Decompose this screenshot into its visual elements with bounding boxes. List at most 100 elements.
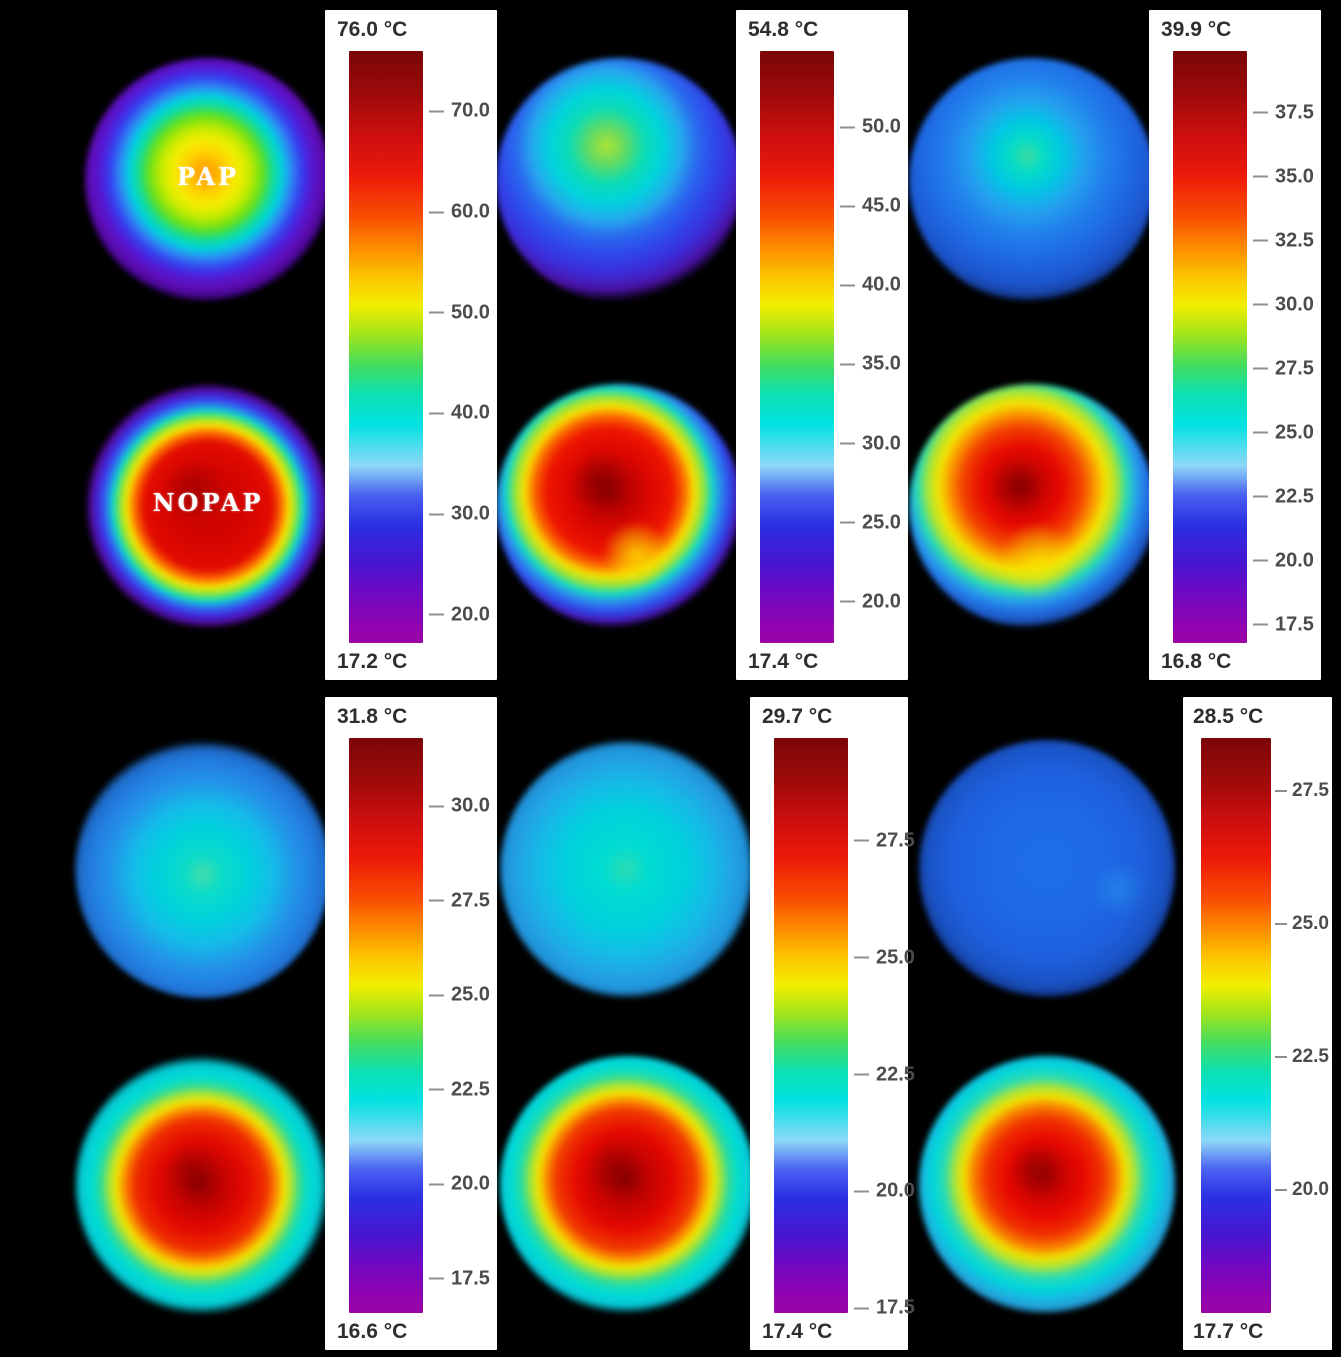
tick-dash [1253, 431, 1268, 434]
tick-dash [429, 805, 444, 808]
thermal-image-top [75, 740, 331, 998]
colorbar-tick: 50.0 [834, 116, 902, 139]
colorbar-tick: 40.0 [423, 402, 491, 425]
max-temperature-label: 28.5 °C [1193, 705, 1264, 728]
thermal-images-column [908, 0, 1155, 686]
min-temperature-label: 17.2 °C [337, 649, 408, 673]
colorbar-ticks: 37.5 35.0 32.5 30.0 27.5 25.0 22.5 20.0 17.5 [1247, 51, 1315, 643]
colorbar-tick: 30.0 [1247, 293, 1315, 316]
colorbar-tick: 25.0 [848, 946, 915, 969]
tick-dash [1253, 559, 1268, 562]
tick-label: 20.0 [876, 1179, 915, 1202]
tick-dash [854, 1307, 869, 1310]
max-temperature-label: 39.9 °C [1161, 18, 1232, 41]
colorbar-card: 76.0 °C 70.0 60.0 50.0 40.0 30.0 20.0 17.2 °C [325, 10, 497, 680]
tick-dash [840, 205, 855, 208]
colorbar-tick: 20.0 [1247, 549, 1315, 572]
tick-dash [1253, 367, 1268, 370]
tick-dash [840, 521, 855, 524]
tick-dash [1253, 175, 1268, 178]
thermal-panel-bottom-left: 31.8 °C 30.0 27.5 25.0 22.5 20.0 17.5 16.6 °C [0, 686, 497, 1357]
tick-dash [840, 442, 855, 445]
thermal-image-bottom [500, 1056, 756, 1314]
colorbar-card: 29.7 °C 27.5 25.0 22.5 20.0 17.5 17.4 °C [750, 697, 915, 1350]
tick-label: 17.5 [876, 1296, 915, 1319]
thermal-images-column [908, 686, 1183, 1357]
colorbar-tick: 22.5 [848, 1063, 915, 1086]
colorbar: 30.0 27.5 25.0 22.5 20.0 17.5 [337, 738, 491, 1313]
tick-dash [1253, 239, 1268, 242]
thermal-panel-bottom-middle: 29.7 °C 27.5 25.0 22.5 20.0 17.5 17.4 °C [497, 686, 915, 1357]
thermal-gradient [75, 740, 331, 998]
thermal-gradient [909, 384, 1155, 628]
tick-dash [1275, 923, 1287, 926]
max-temperature-label: 29.7 °C [762, 705, 833, 728]
tick-label: 22.5 [451, 1078, 490, 1101]
colorbar-tick: 25.0 [1247, 421, 1315, 444]
tick-label: 20.0 [1275, 549, 1314, 572]
tick-label: 32.5 [1275, 229, 1314, 252]
tick-label: 35.0 [1275, 165, 1314, 188]
tick-dash [429, 994, 444, 997]
tick-label: 27.5 [876, 829, 915, 852]
tick-dash [840, 284, 855, 287]
min-temperature-label: 17.4 °C [748, 649, 819, 673]
colorbar-card: 28.5 °C 27.5 25.0 22.5 20.0 17.7 °C [1183, 697, 1332, 1350]
tick-dash [429, 613, 444, 616]
tick-label: 22.5 [1292, 1046, 1329, 1068]
tick-label: 30.0 [451, 794, 490, 817]
tick-dash [429, 513, 444, 516]
tick-label: 50.0 [451, 301, 490, 324]
thermal-image-top [500, 740, 756, 998]
max-temperature-label: 54.8 °C [748, 18, 819, 41]
thermal-image-top [909, 58, 1155, 302]
tick-label: 35.0 [862, 352, 901, 375]
colorbar-tick: 35.0 [1247, 165, 1315, 188]
colorbar-tick: 30.0 [423, 795, 491, 818]
tick-dash [429, 311, 444, 314]
colorbar-tick: 20.0 [848, 1180, 915, 1203]
tick-label: 30.0 [451, 502, 490, 525]
tick-dash [840, 126, 855, 129]
tick-label: 25.0 [1292, 913, 1329, 935]
thermal-gradient [500, 1056, 756, 1314]
tick-label: 17.5 [1275, 613, 1314, 636]
tick-dash [1253, 111, 1268, 114]
colorbar-card: 54.8 °C 50.0 45.0 40.0 35.0 30.0 25.0 20.0 17.… [736, 10, 908, 680]
colorbar-tick: 25.0 [834, 511, 902, 534]
thermal-image-bottom [496, 384, 742, 628]
tick-label: 30.0 [1275, 293, 1314, 316]
min-temperature-label: 16.6 °C [337, 1319, 408, 1343]
tick-dash [854, 956, 869, 959]
colorbar-card: 39.9 °C 37.5 35.0 32.5 30.0 27.5 25.0 22.5 20.0… [1149, 10, 1321, 680]
thermal-image-bottom [919, 1056, 1175, 1314]
tick-label: 70.0 [451, 99, 490, 122]
colorbar: 27.5 25.0 22.5 20.0 17.5 [762, 738, 915, 1319]
tick-label: 45.0 [862, 194, 901, 217]
tick-dash [1275, 1189, 1287, 1192]
thermal-images-column: PAP NOPAP [0, 0, 331, 686]
tick-dash [429, 1277, 444, 1280]
tick-label: 25.0 [862, 511, 901, 534]
colorbar-tick: 27.5 [1247, 357, 1315, 380]
thermal-image-top [919, 740, 1175, 998]
thermal-panel-top-left: PAP NOPAP 76.0 °C 70.0 60.0 50.0 40.0 30.0 20… [0, 0, 497, 686]
colorbar-tick: 25.0 [423, 984, 491, 1007]
tick-dash [429, 899, 444, 902]
colorbar-tick: 22.5 [423, 1078, 491, 1101]
thermal-gradient [919, 1056, 1175, 1314]
thermal-image-bottom: NOPAP [85, 384, 331, 628]
tick-dash [1253, 495, 1268, 498]
thermal-images-column [496, 0, 742, 686]
tick-dash [429, 1088, 444, 1091]
colorbar-tick: 37.5 [1247, 101, 1315, 124]
tick-label: 20.0 [1292, 1179, 1329, 1201]
colorbar-tick: 70.0 [423, 100, 491, 123]
tick-label: 27.5 [1275, 357, 1314, 380]
colorbar-tick: 35.0 [834, 353, 902, 376]
tick-label: 40.0 [862, 273, 901, 296]
colorbar: 50.0 45.0 40.0 35.0 30.0 25.0 20.0 [748, 51, 902, 643]
colorbar-tick: 20.0 [423, 1173, 491, 1196]
colorbar-tick: 17.5 [848, 1297, 915, 1320]
tick-dash [429, 412, 444, 415]
